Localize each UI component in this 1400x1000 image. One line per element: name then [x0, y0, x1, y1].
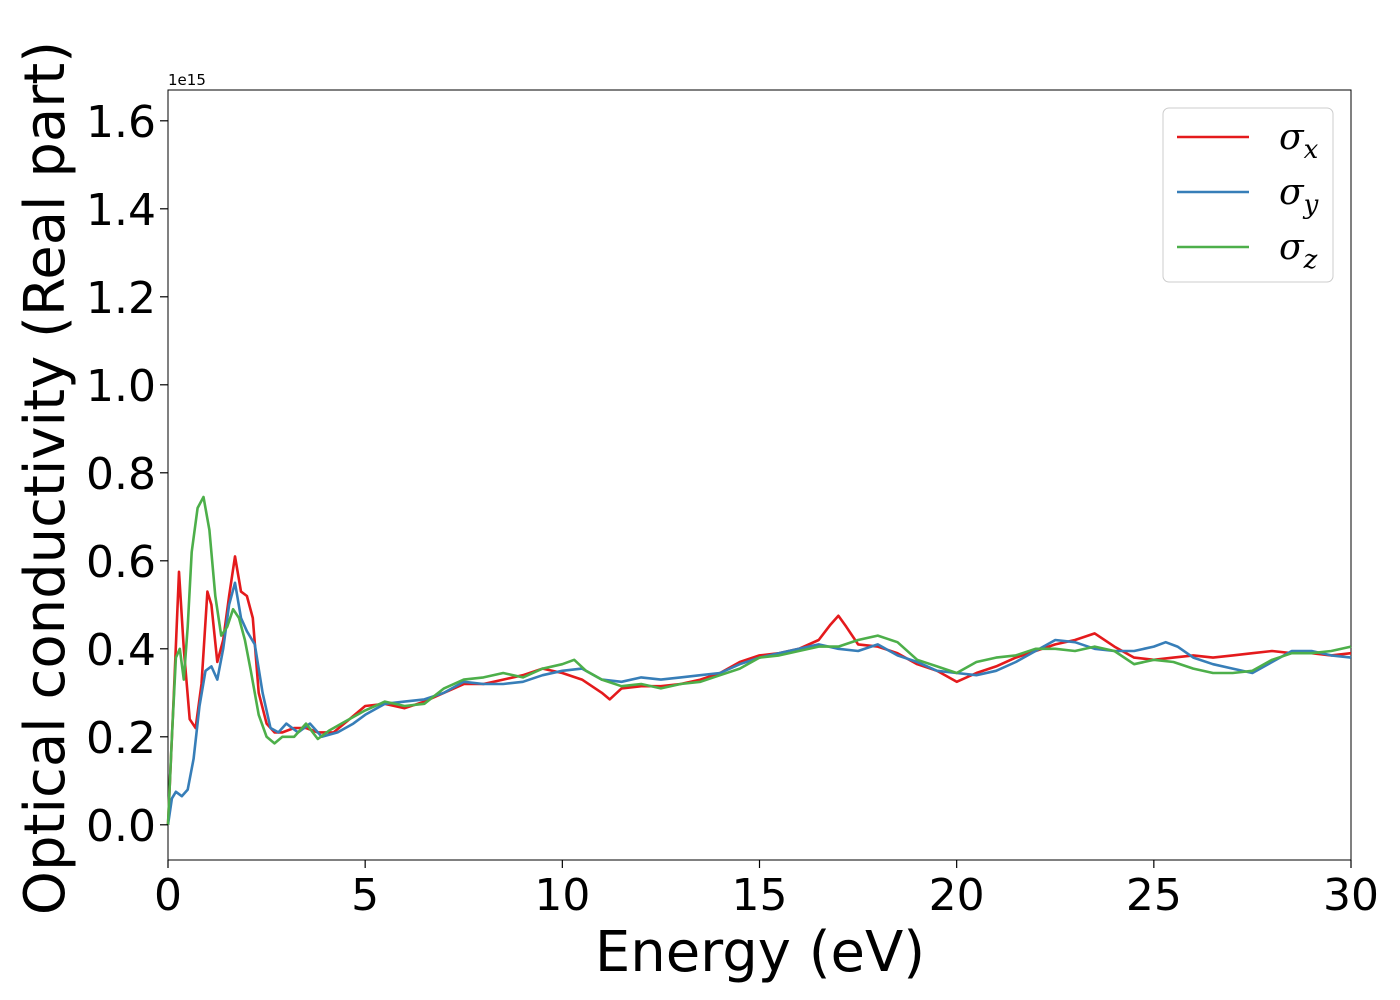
y-tick-label: 0.6 — [86, 537, 156, 588]
axes-frame — [167, 89, 1352, 861]
x-tick-label: 30 — [1323, 870, 1379, 921]
series-layer — [166, 495, 1352, 825]
y-tick-label: 1.4 — [86, 185, 156, 236]
plot-area — [166, 89, 1352, 861]
x-tick-label: 0 — [154, 870, 182, 921]
y-tick-label: 1.0 — [86, 361, 156, 412]
y-axis: 0.0 0.2 0.4 0.6 0.8 1.0 1.2 1.4 1.6 — [86, 97, 168, 852]
y-tick-label: 0.0 — [86, 801, 156, 852]
y-tick-label: 0.2 — [86, 713, 156, 764]
y-axis-title: Optical conductivity (Real part) — [13, 41, 78, 915]
legend-label-y: σy — [1279, 172, 1319, 220]
x-tick-label: 10 — [534, 870, 590, 921]
y-tick-label: 1.6 — [86, 97, 156, 148]
y-offset-label: 1e15 — [168, 71, 206, 89]
y-tick-label: 0.4 — [86, 625, 156, 676]
legend: σx σy σz — [1162, 107, 1334, 283]
x-tick-label: 25 — [1126, 870, 1182, 921]
legend-box — [1162, 107, 1334, 283]
series-line-z — [166, 495, 1352, 825]
legend-label-x: σx — [1279, 117, 1319, 165]
x-tick-label: 5 — [351, 870, 379, 921]
x-tick-label: 20 — [929, 870, 985, 921]
x-tick-label: 15 — [732, 870, 788, 921]
x-axis-title: Energy (eV) — [595, 920, 925, 985]
legend-items: σx σy σz — [1177, 117, 1319, 275]
x-axis: 0 5 10 15 20 25 30 — [154, 860, 1379, 921]
series-line-y — [166, 581, 1352, 825]
y-tick-label: 1.2 — [86, 273, 156, 324]
legend-label-z: σz — [1279, 227, 1318, 275]
series-line-x — [166, 555, 1352, 825]
y-tick-label: 0.8 — [86, 449, 156, 500]
